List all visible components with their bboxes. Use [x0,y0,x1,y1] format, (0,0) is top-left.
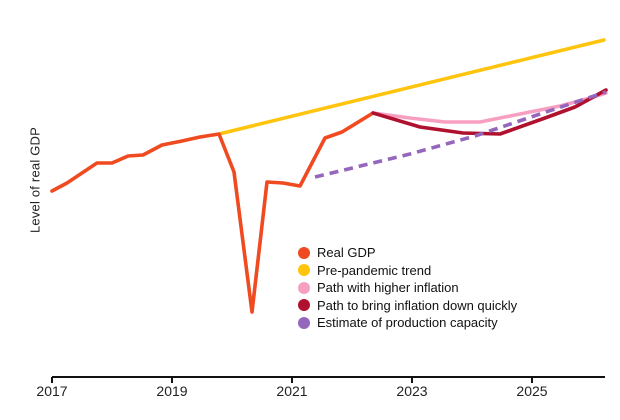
legend-dot-icon [298,299,310,312]
legend-item-production-capacity: Estimate of production capacity [298,314,517,332]
legend: Real GDP Pre-pandemic trend Path with hi… [298,244,517,332]
legend-item-pre-pandemic-trend: Pre-pandemic trend [298,262,517,280]
x-tick-label: 2025 [516,383,547,399]
legend-item-real-gdp: Real GDP [298,244,517,262]
series-line-path-to-bring-inflation-down-quickly [371,88,608,136]
legend-label: Path to bring inflation down quickly [317,297,518,313]
legend-label: Estimate of production capacity [317,315,498,331]
legend-dot-icon [298,281,310,294]
x-tick-label: 2023 [396,383,427,399]
series-line-path-with-higher-inflation [371,91,608,124]
series-line-estimate-of-production-capacity [314,90,607,179]
legend-label: Pre-pandemic trend [317,262,432,278]
legend-dot-icon [298,264,310,277]
legend-dot-icon [298,246,310,259]
series-line-real-gdp [50,111,375,314]
x-tick-label: 2017 [36,383,67,399]
x-tick-label: 2019 [156,383,187,399]
x-tick-label: 2021 [276,383,307,399]
legend-item-higher-inflation-path: Path with higher inflation [298,279,517,297]
legend-label: Path with higher inflation [317,280,459,296]
legend-item-inflation-down-path: Path to bring inflation down quickly [298,297,517,315]
series-line-pre-pandemic-trend [217,38,606,136]
y-axis-title: Level of real GDP [27,126,43,234]
legend-label: Real GDP [317,245,376,261]
legend-dot-icon [298,316,310,329]
